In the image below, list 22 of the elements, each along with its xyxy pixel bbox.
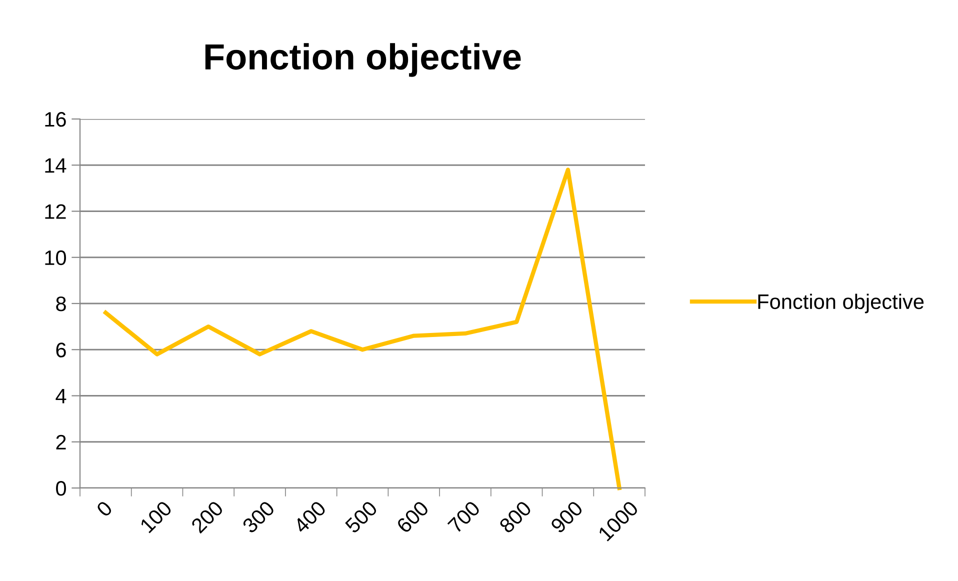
x-tick-label: 100: [139, 500, 173, 534]
y-tick-label: 0: [56, 481, 66, 496]
x-tick-label: 600: [396, 500, 430, 534]
x-tick-label: 800: [498, 500, 532, 534]
y-tick-label: 6: [56, 342, 66, 358]
chart-title: Fonction objective: [205, 43, 521, 77]
x-tick-label: 300: [242, 500, 276, 534]
x-tick-label: 500: [344, 500, 378, 534]
y-tick-label: 4: [56, 388, 66, 404]
legend-label: Fonction objective: [758, 294, 924, 314]
x-tick-label: 700: [447, 500, 481, 534]
y-tick-label: 16: [45, 112, 66, 127]
x-tick-label: 400: [292, 500, 327, 534]
x-tick-label: 900: [550, 500, 584, 534]
x-tick-label: 200: [190, 500, 224, 534]
line-series: [104, 168, 622, 490]
y-tick-label: 10: [45, 250, 66, 266]
y-tick-label: 14: [45, 158, 66, 173]
y-tick-label: 2: [56, 434, 66, 450]
y-tick-label: 12: [45, 204, 66, 219]
x-tick-label: 0: [96, 500, 114, 518]
y-tick-label: 8: [56, 296, 66, 312]
